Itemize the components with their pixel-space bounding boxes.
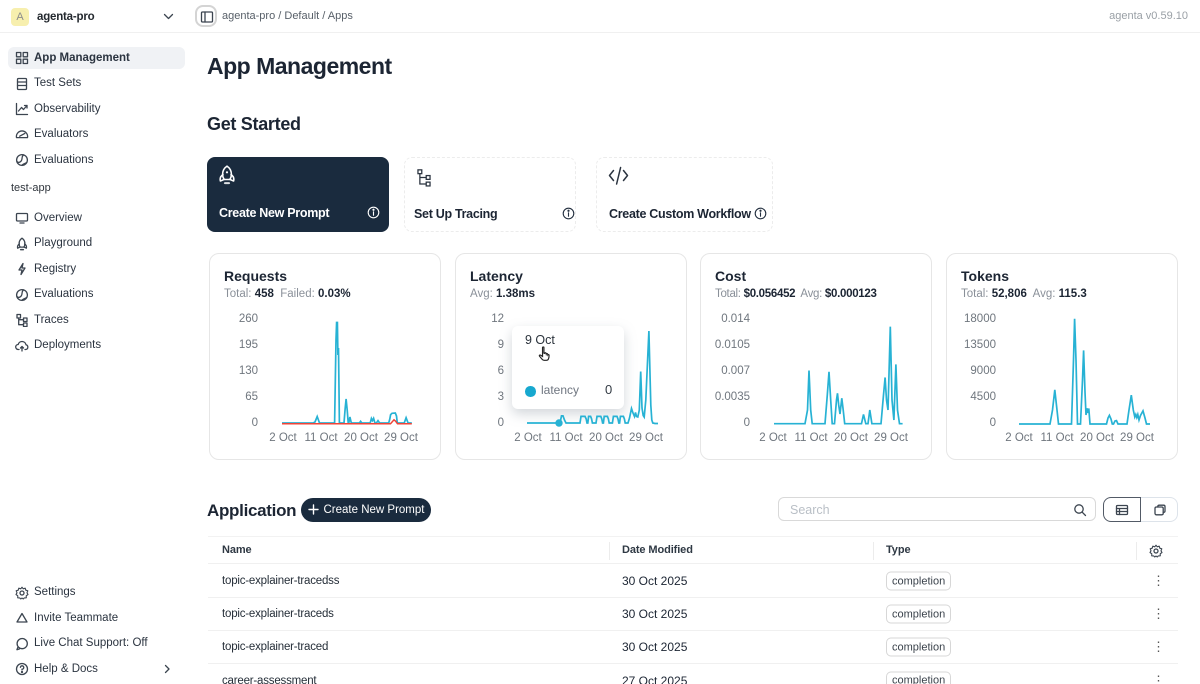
svg-text:11 Oct: 11 Oct [1040, 432, 1074, 444]
svg-text:11 Oct: 11 Oct [549, 432, 583, 444]
svg-text:195: 195 [239, 339, 258, 351]
svg-text:18000: 18000 [964, 313, 996, 325]
svg-text:29 Oct: 29 Oct [629, 432, 664, 444]
svg-text:13500: 13500 [964, 339, 996, 351]
svg-text:20 Oct: 20 Oct [589, 432, 624, 444]
svg-text:0: 0 [252, 417, 258, 429]
svg-text:29 Oct: 29 Oct [1120, 432, 1155, 444]
svg-text:11 Oct: 11 Oct [794, 432, 828, 444]
svg-text:65: 65 [245, 391, 258, 403]
svg-text:0.014: 0.014 [721, 313, 750, 325]
svg-text:9000: 9000 [970, 365, 996, 377]
svg-text:2 Oct: 2 Oct [269, 432, 297, 444]
svg-text:0.0105: 0.0105 [715, 339, 750, 351]
svg-text:3: 3 [498, 391, 504, 403]
svg-text:29 Oct: 29 Oct [874, 432, 909, 444]
svg-text:29 Oct: 29 Oct [384, 432, 419, 444]
svg-text:0: 0 [744, 417, 750, 429]
svg-text:2 Oct: 2 Oct [1005, 432, 1033, 444]
svg-text:11 Oct: 11 Oct [304, 432, 338, 444]
svg-text:20 Oct: 20 Oct [344, 432, 379, 444]
svg-text:2 Oct: 2 Oct [759, 432, 787, 444]
svg-text:260: 260 [239, 313, 258, 325]
svg-text:0.007: 0.007 [721, 365, 750, 377]
svg-text:0.0035: 0.0035 [715, 391, 750, 403]
svg-text:12: 12 [491, 313, 504, 325]
svg-text:6: 6 [498, 365, 504, 377]
svg-text:0: 0 [498, 417, 504, 429]
svg-text:20 Oct: 20 Oct [1080, 432, 1115, 444]
svg-text:130: 130 [239, 365, 258, 377]
svg-text:9: 9 [498, 339, 504, 351]
svg-text:4500: 4500 [970, 391, 996, 403]
svg-text:0: 0 [990, 417, 996, 429]
svg-text:20 Oct: 20 Oct [834, 432, 869, 444]
svg-text:2 Oct: 2 Oct [514, 432, 542, 444]
